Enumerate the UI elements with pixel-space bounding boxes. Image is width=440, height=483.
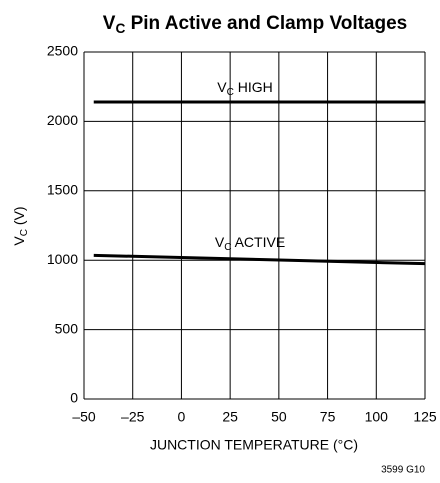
x-tick-label: 125 xyxy=(413,409,437,425)
chart-title: VC Pin Active and Clamp Voltages xyxy=(103,13,407,36)
y-tick-label: 1000 xyxy=(47,251,78,267)
label-part: (V) xyxy=(11,206,27,229)
x-tick-label: 75 xyxy=(320,409,336,425)
y-tick-label: 2500 xyxy=(47,43,78,59)
annotation: VC HIGH xyxy=(217,79,273,98)
y-axis-label: VC (V) xyxy=(11,206,30,245)
y-tick-label: 0 xyxy=(70,390,78,406)
y-tick-label: 500 xyxy=(55,320,79,336)
y-tick-label: 1500 xyxy=(47,182,78,198)
label-part: V xyxy=(11,236,27,246)
title-part: V xyxy=(103,13,116,34)
annotation-part: V xyxy=(217,79,227,95)
data-line xyxy=(93,253,426,266)
x-tick-label: –50 xyxy=(72,409,96,425)
x-axis-label: JUNCTION TEMPERATURE (°C) xyxy=(150,437,358,453)
label-subscript: C xyxy=(19,229,30,236)
x-tick-label: 100 xyxy=(365,409,389,425)
x-tick-label: –25 xyxy=(121,409,145,425)
annotation-part: ACTIVE xyxy=(231,234,285,250)
title-part: Pin Active and Clamp Voltages xyxy=(125,13,407,34)
annotation-part: HIGH xyxy=(234,79,273,95)
x-tick-label: 0 xyxy=(178,409,186,425)
x-tick-label: 25 xyxy=(222,409,238,425)
figure-note: 3599 G10 xyxy=(381,465,425,476)
annotation-part: V xyxy=(215,234,225,250)
annotation: VC ACTIVE xyxy=(215,234,285,253)
title-subscript: C xyxy=(115,21,125,36)
annotation-subscript: C xyxy=(224,242,231,253)
y-tick-label: 2000 xyxy=(47,112,78,128)
x-tick-label: 50 xyxy=(271,409,287,425)
